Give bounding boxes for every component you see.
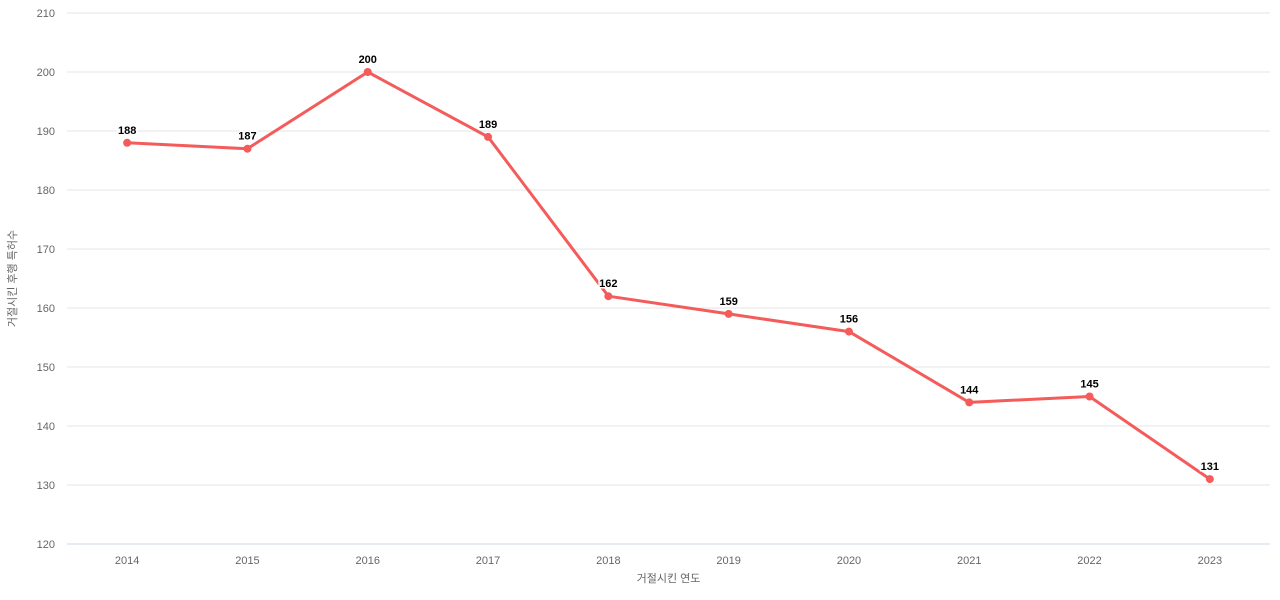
y-tick-label: 200 (37, 67, 55, 79)
data-point[interactable] (363, 68, 372, 76)
data-point[interactable] (724, 309, 733, 318)
data-label: 188 (118, 125, 136, 137)
data-label: 144 (960, 384, 979, 396)
x-tick-label: 2019 (716, 555, 740, 567)
y-tick-label: 190 (37, 126, 55, 138)
x-tick-label: 2015 (235, 555, 259, 567)
data-label: 156 (840, 314, 858, 326)
data-label: 162 (599, 278, 617, 290)
data-point[interactable] (1085, 392, 1094, 401)
data-point[interactable] (1205, 475, 1214, 484)
x-tick-label: 2021 (957, 555, 981, 567)
x-axis-title: 거절시킨 연도 (637, 572, 701, 585)
data-point[interactable] (604, 292, 613, 301)
data-point[interactable] (243, 144, 252, 153)
x-tick-label: 2022 (1077, 555, 1101, 567)
x-tick-label: 2016 (356, 555, 380, 567)
y-tick-label: 120 (37, 539, 55, 551)
y-tick-label: 140 (37, 421, 55, 433)
data-label: 145 (1080, 379, 1098, 391)
data-point[interactable] (484, 132, 493, 141)
x-tick-label: 2018 (596, 555, 620, 567)
y-tick-label: 180 (37, 185, 55, 197)
x-tick-label: 2014 (115, 555, 139, 567)
data-label: 131 (1201, 461, 1219, 473)
y-tick-label: 150 (37, 362, 55, 374)
x-tick-label: 2020 (837, 555, 861, 567)
data-point[interactable] (844, 327, 853, 336)
y-tick-label: 160 (37, 303, 55, 315)
data-point[interactable] (123, 138, 132, 147)
data-point[interactable] (965, 398, 974, 407)
data-label: 159 (719, 296, 737, 308)
series-line (125, 70, 1212, 481)
data-label: 187 (238, 131, 256, 143)
x-tick-label: 2017 (476, 555, 500, 567)
x-tick-label: 2023 (1198, 555, 1222, 567)
data-label: 200 (359, 54, 377, 66)
y-tick-label: 170 (37, 244, 55, 256)
y-tick-label: 130 (37, 480, 55, 492)
data-label: 189 (479, 119, 497, 131)
y-axis-title: 거절시킨 후행 특허수 (6, 230, 19, 327)
y-tick-label: 210 (37, 8, 55, 20)
